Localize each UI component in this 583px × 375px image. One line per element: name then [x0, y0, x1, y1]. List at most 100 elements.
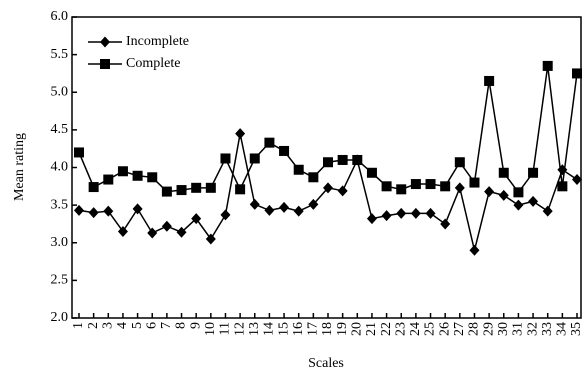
x-tick-label: 34: [555, 322, 570, 336]
data-point: [161, 220, 172, 232]
data-point: [440, 181, 451, 192]
x-tick-label: 15: [276, 322, 291, 336]
x-tick-label: 10: [203, 322, 218, 336]
data-point: [572, 68, 582, 79]
data-point: [117, 166, 128, 177]
data-point: [425, 179, 436, 190]
data-point: [74, 204, 84, 216]
data-point: [366, 167, 377, 178]
data-point: [396, 184, 407, 195]
data-point: [103, 174, 114, 185]
data-point: [484, 75, 495, 86]
data-point: [484, 186, 495, 198]
data-point: [88, 207, 99, 219]
data-point: [176, 185, 187, 196]
data-point: [74, 147, 84, 158]
y-tick-label: 6.0: [51, 9, 69, 24]
x-tick-label: 6: [144, 322, 159, 329]
x-tick-label: 26: [437, 322, 452, 336]
x-tick-label: 14: [262, 322, 277, 336]
x-tick-label: 8: [174, 322, 189, 329]
x-tick-label: 28: [467, 322, 482, 336]
x-tick-label: 33: [540, 322, 555, 336]
data-point: [235, 184, 246, 195]
x-tick-label: 17: [306, 322, 321, 336]
legend-label: Complete: [126, 56, 180, 71]
x-tick-label: 24: [408, 322, 423, 336]
data-point: [425, 207, 436, 219]
data-point: [528, 195, 539, 207]
data-point: [337, 154, 348, 165]
legend-label: Incomplete: [126, 34, 189, 49]
data-point: [264, 204, 275, 216]
data-point: [381, 210, 392, 222]
data-point: [337, 185, 348, 197]
x-tick-label: 5: [130, 322, 145, 329]
data-point: [410, 207, 421, 219]
x-tick-label: 22: [379, 322, 394, 336]
data-point: [220, 209, 231, 221]
data-point: [498, 189, 509, 201]
x-tick-label: 9: [188, 322, 203, 329]
data-point: [279, 201, 290, 213]
data-point: [147, 172, 158, 183]
x-tick-label: 30: [496, 322, 511, 336]
y-tick-label: 3.0: [51, 235, 69, 250]
data-point: [352, 154, 363, 165]
data-point: [235, 128, 246, 140]
y-tick-label: 2.0: [51, 310, 69, 325]
data-point: [542, 60, 553, 71]
legend-marker: [100, 36, 110, 48]
data-point: [279, 145, 290, 156]
data-point: [366, 213, 377, 225]
x-tick-label: 21: [364, 322, 379, 336]
y-tick-label: 5.5: [51, 47, 69, 62]
data-point: [293, 205, 304, 217]
data-point: [191, 213, 202, 225]
data-point: [308, 172, 319, 183]
data-point: [557, 181, 568, 192]
data-point: [542, 205, 553, 217]
data-point: [469, 244, 480, 256]
data-point: [88, 182, 99, 193]
x-tick-label: 1: [71, 322, 86, 329]
data-point: [396, 207, 407, 219]
data-point: [557, 164, 568, 176]
data-point: [220, 153, 231, 164]
x-axis-label: Scales: [308, 356, 344, 371]
data-point: [249, 198, 260, 210]
data-point: [454, 182, 465, 194]
data-point: [572, 174, 582, 186]
data-point: [323, 182, 333, 194]
x-tick-label: 35: [569, 322, 583, 336]
x-tick-label: 23: [393, 322, 408, 336]
data-point: [323, 157, 333, 168]
x-tick-label: 29: [481, 322, 496, 336]
data-point: [513, 187, 524, 198]
y-tick-label: 4.0: [51, 160, 69, 175]
data-point: [132, 203, 143, 215]
x-tick-label: 7: [159, 322, 174, 329]
data-point: [469, 177, 480, 188]
x-tick-label: 18: [320, 322, 335, 336]
x-tick-label: 11: [218, 322, 233, 335]
data-point: [454, 157, 465, 168]
x-tick-label: 31: [511, 322, 526, 336]
data-point: [440, 218, 451, 230]
data-point: [103, 205, 114, 217]
data-point: [264, 137, 275, 148]
data-point: [117, 225, 128, 237]
data-point: [161, 186, 172, 197]
x-tick-label: 20: [350, 322, 365, 336]
data-point: [308, 198, 319, 210]
x-tick-label: 27: [452, 322, 467, 336]
data-point: [205, 182, 216, 193]
x-tick-label: 13: [247, 322, 262, 336]
data-point: [513, 199, 524, 211]
data-point: [147, 227, 158, 239]
data-point: [176, 226, 187, 238]
x-tick-label: 2: [86, 322, 101, 329]
data-point: [381, 181, 392, 192]
y-tick-label: 5.0: [51, 84, 69, 99]
x-tick-label: 4: [115, 322, 130, 329]
